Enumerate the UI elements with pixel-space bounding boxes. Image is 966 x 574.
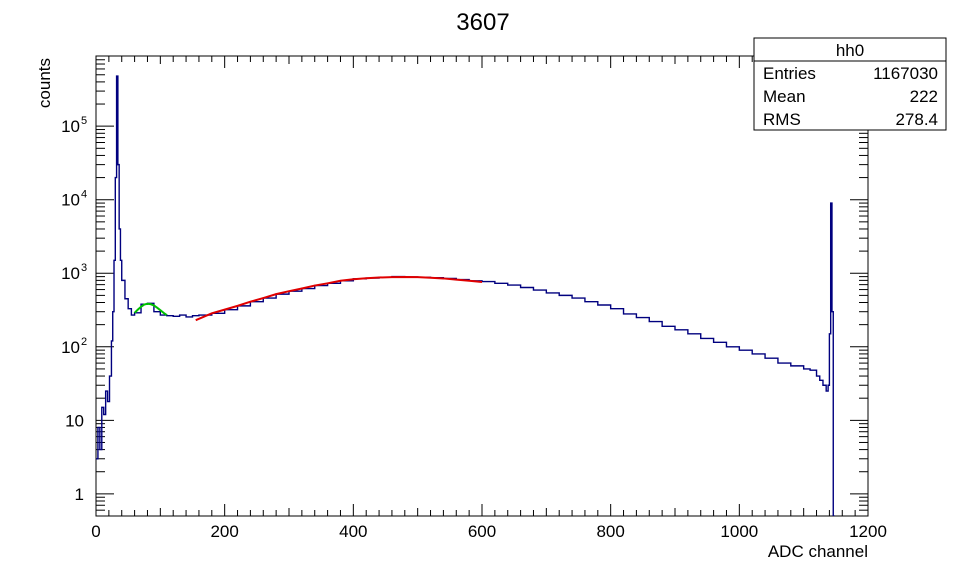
y-tick-label: 10 — [65, 411, 84, 430]
y-tick-exponent: 5 — [81, 115, 87, 127]
histogram-series — [96, 75, 835, 516]
x-tick-label: 600 — [468, 522, 496, 541]
y-tick-exponent: 4 — [81, 189, 87, 201]
x-tick-label: 1000 — [720, 522, 758, 541]
x-axis-label: ADC channel — [768, 542, 868, 561]
y-tick-exponent: 2 — [81, 336, 87, 348]
x-tick-label: 200 — [210, 522, 238, 541]
stats-entries-value: 1167030 — [873, 64, 938, 83]
fit-curves — [133, 275, 483, 322]
stats-box-frame — [753, 37, 947, 131]
y-tick-label: 1 — [75, 485, 84, 504]
y-tick-label: 10 — [61, 191, 80, 210]
histogram-line — [96, 75, 835, 516]
plot-frame — [95, 55, 869, 517]
stats-entries-label: Entries — [763, 64, 816, 83]
stats-box-title: hh0 — [836, 41, 864, 60]
x-tick-labels: 0 200 400 600 800 1000 1200 — [91, 522, 887, 541]
stats-rms-label: RMS — [763, 110, 801, 129]
x-tick-label: 400 — [339, 522, 367, 541]
green-fit-curve — [133, 302, 168, 316]
y-tick-exponent: 3 — [81, 262, 87, 274]
chart-title: 3607 — [456, 9, 509, 36]
stats-box: hh0 Entries 1167030 Mean 222 RMS 278.4 — [753, 37, 947, 131]
red-fit-curve — [195, 275, 483, 322]
y-tick-label: 10 — [61, 264, 80, 283]
plot-area-border — [95, 55, 869, 517]
x-tick-label: 1200 — [849, 522, 887, 541]
x-tick-label: 800 — [596, 522, 624, 541]
y-tick-label: 10 — [61, 117, 80, 136]
y-axis-label: counts — [35, 58, 54, 108]
x-tick-label: 0 — [91, 522, 100, 541]
y-tick-label: 10 — [61, 338, 80, 357]
stats-mean-value: 222 — [910, 87, 938, 106]
axis-ticks — [95, 55, 869, 517]
stats-mean-label: Mean — [763, 87, 806, 106]
stats-rms-value: 278.4 — [895, 110, 938, 129]
